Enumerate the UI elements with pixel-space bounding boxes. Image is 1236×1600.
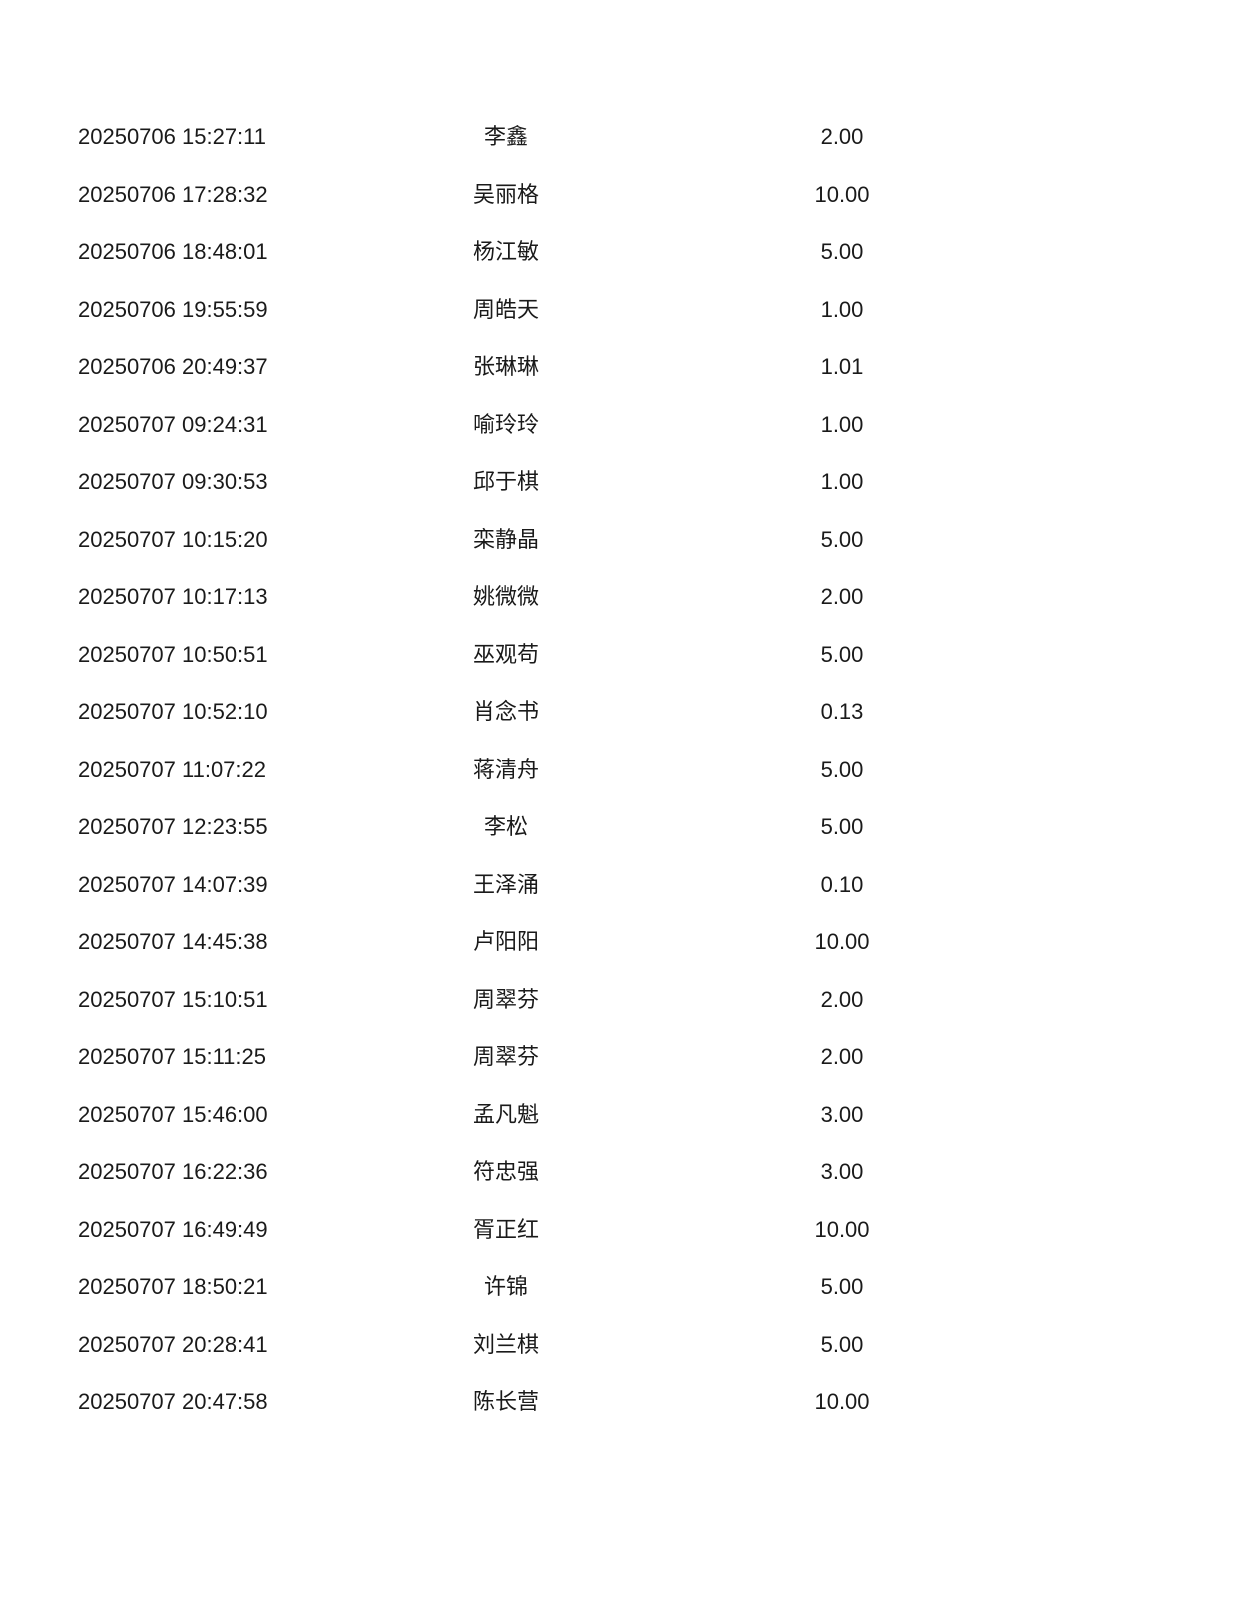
payer-name-cell: 杨江敏 [472,239,539,264]
payer-name-cell: 吴丽格 [472,181,539,207]
amount-cell: 5.00 [820,526,864,552]
table-row: 20250707 15:46:00 孟凡魁 3.00 [0,1086,1236,1144]
table-row: 20250707 14:07:39 王泽涌 0.10 [0,856,1236,914]
timestamp-cell: 20250706 18:48:01 [78,239,268,264]
amount-cell: 10.00 [814,1216,870,1242]
payer-name-cell: 周翠芬 [472,986,539,1012]
timestamp-cell: 20250707 16:22:36 [78,1159,268,1184]
payer-name-cell: 周翠芬 [472,1044,539,1069]
table-row: 20250707 16:22:36 符忠强 3.00 [0,1143,1236,1201]
payer-name-cell: 刘兰棋 [472,1331,539,1357]
timestamp-cell: 20250707 15:11:25 [78,1044,266,1069]
amount-cell: 5.00 [820,239,864,264]
amount-cell: 0.13 [820,699,864,724]
payer-name-cell: 符忠强 [472,1159,539,1184]
table-row: 20250707 10:50:51 巫观苟 5.00 [0,626,1236,684]
amount-cell: 5.00 [820,641,864,667]
table-row: 20250707 10:15:20 栾静晶 5.00 [0,511,1236,569]
payer-name-cell: 胥正红 [472,1216,539,1242]
amount-cell: 5.00 [820,1331,864,1357]
table-row: 20250707 09:24:31 喻玲玲 1.00 [0,396,1236,454]
payer-name-cell: 邱于棋 [472,469,539,494]
payer-name-cell: 肖念书 [472,699,539,724]
amount-cell: 5.00 [820,814,864,839]
timestamp-cell: 20250707 10:15:20 [78,526,268,552]
payer-name-cell: 巫观苟 [472,641,539,667]
table-row: 20250706 17:28:32 吴丽格 10.00 [0,166,1236,224]
amount-cell: 1.00 [820,296,864,322]
amount-cell: 2.00 [820,124,864,149]
amount-cell: 1.00 [820,469,864,494]
payer-name-cell: 许锦 [483,1274,528,1299]
table-row: 20250706 15:27:11 李鑫 2.00 [0,108,1236,166]
timestamp-cell: 20250707 14:07:39 [78,871,268,897]
amount-cell: 1.00 [820,411,864,437]
table-row: 20250707 15:10:51 周翠芬 2.00 [0,971,1236,1029]
timestamp-cell: 20250707 10:52:10 [78,699,268,724]
timestamp-cell: 20250707 09:24:31 [78,411,268,437]
payer-name-cell: 卢阳阳 [472,929,539,954]
table-row: 20250707 16:49:49 胥正红 10.00 [0,1201,1236,1259]
timestamp-cell: 20250707 12:23:55 [78,814,268,839]
timestamp-cell: 20250707 10:50:51 [78,641,268,667]
payer-name-cell: 姚微微 [472,584,539,609]
amount-cell: 2.00 [820,1044,864,1069]
timestamp-cell: 20250707 15:10:51 [78,986,268,1012]
table-row: 20250707 15:11:25 周翠芬 2.00 [0,1028,1236,1086]
amount-cell: 10.00 [814,181,870,207]
payer-name-cell: 李鑫 [483,124,528,149]
timestamp-cell: 20250706 15:27:11 [78,124,266,149]
payer-name-cell: 李松 [483,814,528,839]
timestamp-cell: 20250707 14:45:38 [78,929,268,954]
amount-cell: 5.00 [820,1274,864,1299]
payer-name-cell: 栾静晶 [472,526,539,552]
table-row: 20250706 20:49:37 张琳琳 1.01 [0,338,1236,396]
amount-cell: 2.00 [820,584,864,609]
timestamp-cell: 20250707 10:17:13 [78,584,268,609]
timestamp-cell: 20250707 18:50:21 [78,1274,268,1299]
table-row: 20250707 18:50:21 许锦 5.00 [0,1258,1236,1316]
table-row: 20250707 10:17:13 姚微微 2.00 [0,568,1236,626]
timestamp-cell: 20250707 15:46:00 [78,1101,268,1127]
amount-cell: 2.00 [820,986,864,1012]
table-row: 20250707 09:30:53 邱于棋 1.00 [0,453,1236,511]
table-row: 20250707 14:45:38 卢阳阳 10.00 [0,913,1236,971]
payer-name-cell: 蒋清舟 [472,756,539,782]
amount-cell: 5.00 [820,756,864,782]
records-table: 20250706 15:27:11 李鑫 2.00 20250706 17:28:32… [0,108,1236,1431]
timestamp-cell: 20250706 17:28:32 [78,181,268,207]
amount-cell: 3.00 [820,1159,864,1184]
timestamp-cell: 20250706 19:55:59 [78,296,268,322]
table-row: 20250707 10:52:10 肖念书 0.13 [0,683,1236,741]
timestamp-cell: 20250707 20:47:58 [78,1389,268,1414]
table-row: 20250706 19:55:59 周皓天 1.00 [0,281,1236,339]
timestamp-cell: 20250707 11:07:22 [78,756,266,782]
table-row: 20250707 12:23:55 李松 5.00 [0,798,1236,856]
amount-cell: 10.00 [814,1389,870,1414]
timestamp-cell: 20250707 16:49:49 [78,1216,268,1242]
amount-cell: 1.01 [820,354,864,379]
amount-cell: 0.10 [820,871,864,897]
payer-name-cell: 王泽涌 [472,871,539,897]
payer-name-cell: 孟凡魁 [472,1101,539,1127]
table-row: 20250707 20:28:41 刘兰棋 5.00 [0,1316,1236,1374]
table-row: 20250707 11:07:22 蒋清舟 5.00 [0,741,1236,799]
timestamp-cell: 20250707 09:30:53 [78,469,268,494]
payer-name-cell: 周皓天 [472,296,539,322]
payer-name-cell: 张琳琳 [472,354,539,379]
amount-cell: 10.00 [814,929,870,954]
timestamp-cell: 20250706 20:49:37 [78,354,268,379]
table-row: 20250706 18:48:01 杨江敏 5.00 [0,223,1236,281]
table-row: 20250707 20:47:58 陈长营 10.00 [0,1373,1236,1431]
payer-name-cell: 陈长营 [472,1389,539,1414]
payer-name-cell: 喻玲玲 [472,411,539,437]
timestamp-cell: 20250707 20:28:41 [78,1331,268,1357]
amount-cell: 3.00 [820,1101,864,1127]
